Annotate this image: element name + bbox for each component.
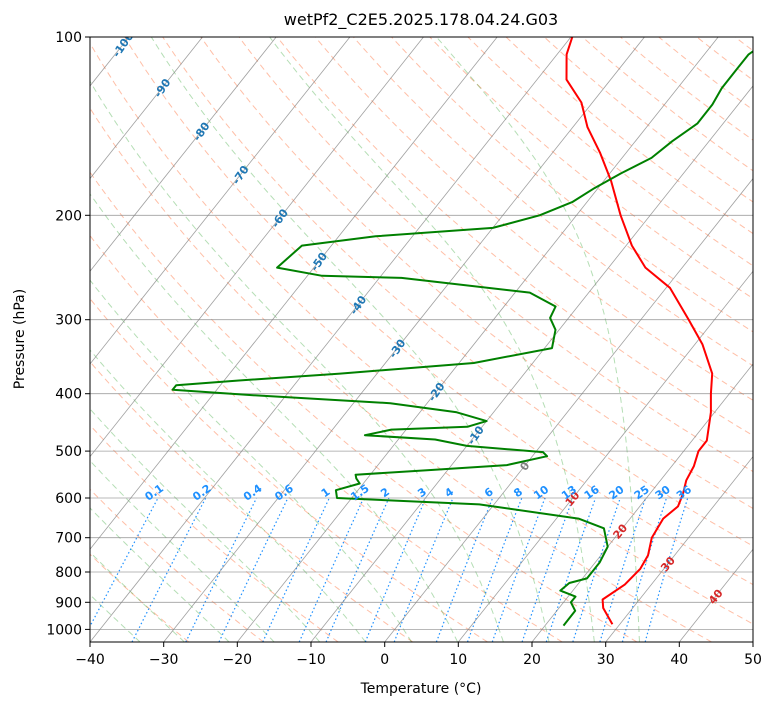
x-tick-label: −10 <box>296 652 326 668</box>
x-axis-ticks: −40 −30 −20 −10 0 10 20 30 40 50 <box>75 642 762 668</box>
x-tick-label: −30 <box>149 652 179 668</box>
y-axis-label: Pressure (hPa) <box>12 289 28 389</box>
moist-adiabat <box>90 80 504 642</box>
mixing-ratio-line <box>466 497 523 642</box>
dry-adiabat <box>314 37 753 401</box>
dry-adiabat <box>200 37 753 510</box>
dewpoint-line <box>171 50 753 627</box>
y-tick-label: 100 <box>55 30 82 46</box>
isotherm-line <box>90 37 498 550</box>
moist-adiabat <box>90 460 275 642</box>
x-axis-label: Temperature (°C) <box>360 681 482 697</box>
isotherm-line <box>605 456 753 642</box>
y-tick-label: 200 <box>55 208 82 224</box>
dry-adiabat <box>467 37 753 267</box>
moist-adiabat <box>90 349 366 642</box>
y-tick-label: 500 <box>55 444 82 460</box>
isotherm-line <box>236 37 719 642</box>
mixing-ratio-line <box>491 497 546 642</box>
dry-adiabat <box>90 42 753 625</box>
mixing-ratio-line <box>521 497 574 642</box>
isotherm-line <box>163 37 645 642</box>
profile-lines <box>171 37 753 627</box>
moist-adiabat <box>90 594 141 642</box>
dry-adiabat <box>90 424 339 642</box>
dry-adiabat <box>90 107 712 642</box>
pressure-grid <box>90 37 753 630</box>
moist-adiabat <box>436 37 640 642</box>
mixing-ratio-line <box>325 497 390 642</box>
x-tick-label: 30 <box>597 652 615 668</box>
moist-adiabat <box>90 507 230 642</box>
y-tick-label: 900 <box>55 595 82 611</box>
mixing-ratio-line <box>599 497 647 642</box>
y-tick-label: 800 <box>55 565 82 581</box>
x-tick-label: 0 <box>380 652 389 668</box>
isotherm-line <box>90 37 424 458</box>
y-tick-label: 400 <box>55 387 82 403</box>
isotherm-line <box>90 37 351 365</box>
x-tick-label: −20 <box>223 652 253 668</box>
x-tick-label: 50 <box>744 652 762 668</box>
isotherm-line <box>310 85 753 642</box>
dry-adiabat <box>543 37 753 203</box>
y-axis-ticks: 100 200 300 400 500 600 700 800 900 1000 <box>46 30 90 638</box>
moist-adiabat <box>90 551 185 642</box>
dry-adiabat <box>353 37 753 367</box>
mixing-ratio-line <box>90 497 159 628</box>
mixing-ratio-line <box>393 497 454 642</box>
mixing-ratio-line <box>644 497 689 642</box>
isotherm-line <box>90 37 203 180</box>
isotherm-line <box>531 363 753 642</box>
moist-adiabat <box>90 193 459 642</box>
x-tick-label: 20 <box>523 652 541 668</box>
dry-adiabat <box>276 37 753 437</box>
dry-adiabat <box>505 37 753 235</box>
mixing-ratio-line <box>572 497 621 642</box>
mixing-ratio-line <box>545 497 597 642</box>
dry-adiabats <box>90 37 753 642</box>
isotherm-line <box>90 37 277 272</box>
dry-adiabat <box>90 297 488 642</box>
mixing-ratio-line <box>435 497 494 642</box>
y-tick-label: 700 <box>55 531 82 547</box>
x-tick-label: 10 <box>449 652 467 668</box>
moist-adiabat <box>90 279 413 642</box>
mixing-ratio-line <box>218 497 289 642</box>
mixing-ratio-line <box>298 497 365 642</box>
chart-title: wetPf2_C2E5.2025.178.04.24.G03 <box>284 10 558 30</box>
dry-adiabat <box>90 234 563 642</box>
isotherm-grid <box>90 37 753 642</box>
mixing-ratio-lines <box>90 497 689 642</box>
moist-adiabat <box>269 37 595 642</box>
dry-adiabat <box>124 37 753 586</box>
mixing-ratio-line <box>185 497 258 642</box>
x-tick-label: −40 <box>75 652 105 668</box>
mixing-ratio-line <box>621 497 668 642</box>
mixing-ratio-line <box>131 497 207 642</box>
moist-adiabat <box>150 37 550 642</box>
moist-adiabats <box>90 37 640 642</box>
isotherm-line <box>90 37 572 642</box>
isotherm-line <box>384 177 753 642</box>
temperature-line <box>565 37 714 625</box>
mixing-ratio-line <box>364 497 427 642</box>
y-tick-label: 600 <box>55 491 82 507</box>
x-tick-label: 40 <box>670 652 688 668</box>
plot-frame <box>89 36 754 643</box>
y-tick-label: 1000 <box>46 622 82 638</box>
mixing-ratio-line <box>262 497 330 642</box>
y-tick-label: 300 <box>55 313 82 329</box>
